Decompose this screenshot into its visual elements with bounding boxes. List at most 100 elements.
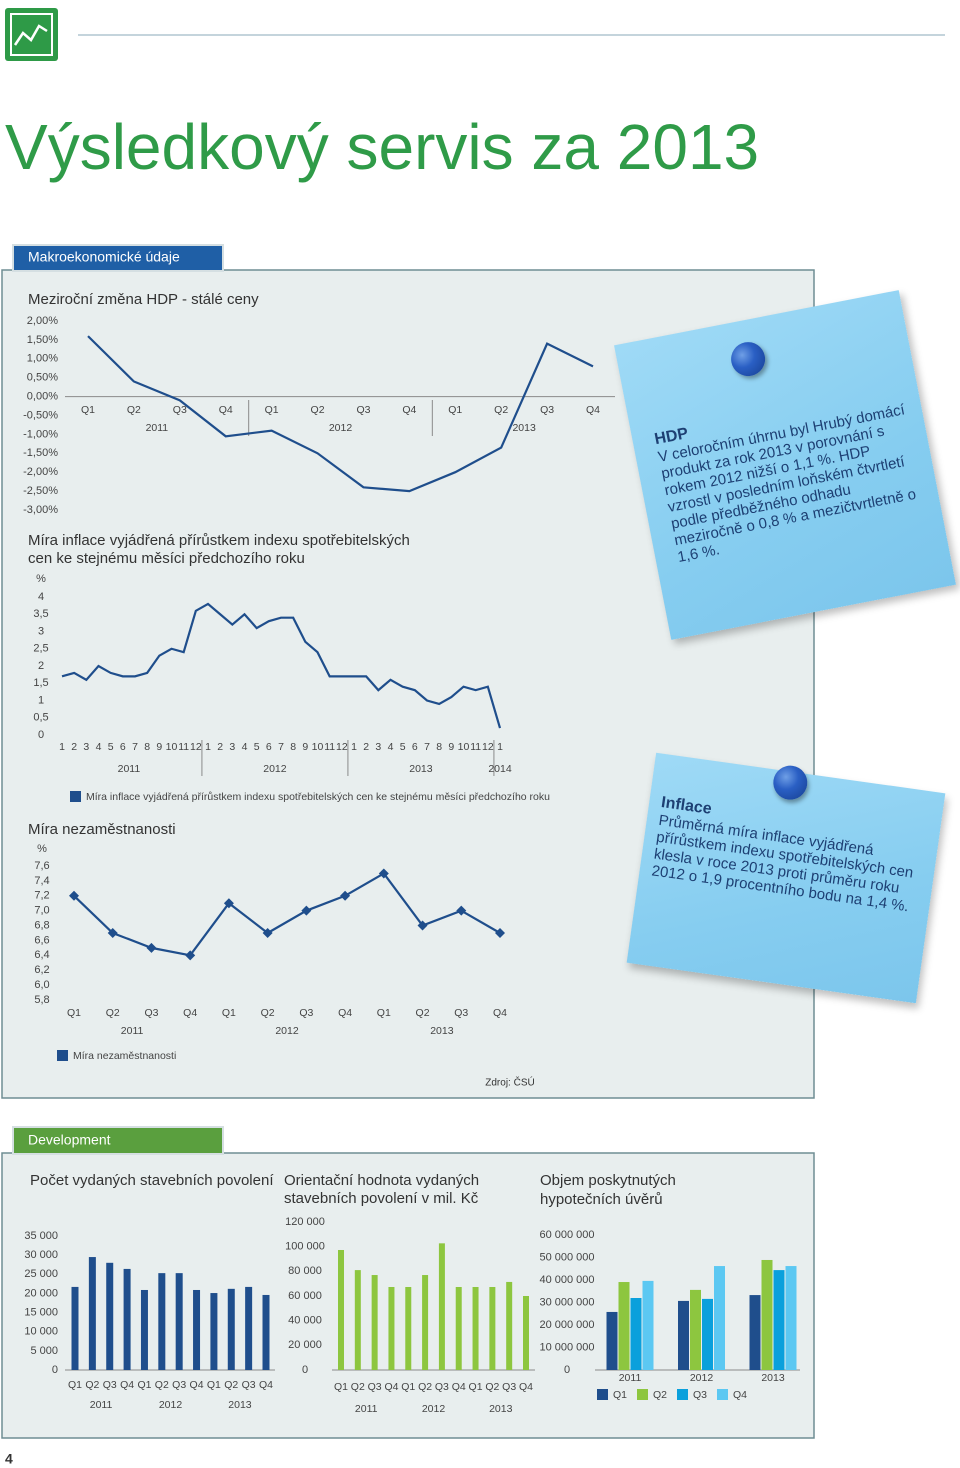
x-tick-label: Q1 [68,1379,82,1391]
x-tick-label: Q1 [469,1381,483,1393]
x-tick-label: Q1 [265,404,279,416]
x-tick-label: Q4 [586,404,600,416]
tab-label: Development [28,1132,111,1148]
tab-label: Makroekonomické údaje [28,249,180,265]
x-tick-label: 11 [324,741,335,753]
x-tick-label: Q4 [452,1381,466,1393]
y-tick-label: 2,00% [27,315,58,327]
y-axis-label: % [37,843,47,855]
x-tick-label: 1 [351,741,357,753]
bar [773,1270,785,1370]
data-marker [340,890,351,901]
x-tick-label: 6 [412,741,418,753]
x-tick-label: Q3 [356,404,370,416]
sticky-note: HDP V celoročním úhrnu byl Hrubý domácí … [614,290,956,640]
x-tick-label: Q3 [173,404,187,416]
y-tick-label: 6,6 [34,934,49,946]
x-tick-label: Q1 [67,1007,81,1019]
y-tick-label: 100 000 [285,1241,325,1253]
x-tick-label: 1 [205,741,211,753]
x-group-label: 2011 [118,763,141,775]
legend-swatch [717,1389,728,1400]
bar [262,1294,270,1370]
y-tick-label: 7,0 [34,905,49,917]
legend-swatch [597,1389,608,1400]
data-marker [69,890,79,901]
y-tick-label: 120 000 [285,1216,325,1228]
data-marker [417,920,428,931]
y-tick-label: 40 000 [288,1315,322,1327]
y-tick-label: 1,5 [33,677,48,689]
x-group-label: 2012 [275,1025,299,1037]
tab [14,1128,222,1153]
x-tick-label: Q3 [172,1379,186,1391]
legend-swatch [637,1389,648,1400]
x-tick-label: Q2 [485,1381,499,1393]
x-tick-label: 5 [108,741,114,753]
x-tick-label: Q3 [299,1007,313,1019]
bar [702,1298,713,1370]
bar [523,1296,529,1370]
y-tick-label: 15 000 [24,1306,58,1318]
data-marker [223,898,234,909]
bar [438,1243,445,1370]
x-tick-label: 8 [436,741,442,753]
x-tick-label: 11 [178,741,189,753]
x-tick-label: Q4 [338,1007,352,1019]
y-tick-label: 20 000 [24,1287,58,1299]
y-tick-label: 20 000 [288,1339,322,1351]
y-tick-label: 10 000 [24,1326,58,1338]
page-title: Výsledkový servis za 2013 [5,111,759,183]
x-tick-label: 12 [336,741,348,753]
y-tick-label: 30 000 000 [539,1296,594,1308]
bar [338,1249,344,1370]
y-tick-label: -3,00% [23,504,58,516]
x-group-label: 2013 [409,763,433,775]
x-tick-label: 3 [229,741,235,753]
y-tick-label: 6,8 [34,919,49,931]
bar [71,1286,79,1370]
x-tick-label: Q3 [368,1381,382,1393]
x-tick-label: 10 [458,741,470,753]
bar [678,1300,689,1370]
data-marker [185,950,196,961]
x-tick-label: 2 [363,741,369,753]
chart-title: Objem poskytnutých [540,1172,676,1189]
x-tick-label: Q3 [454,1007,468,1019]
chart-title: cen ke stejnému měsíci předchozího roku [28,550,305,567]
x-group-label: 2012 [263,763,287,775]
x-group-label: 2013 [489,1403,513,1415]
pin [728,339,769,380]
legend-swatch [70,791,81,802]
x-tick-label: Q1 [377,1007,391,1019]
y-tick-label: 60 000 [288,1290,322,1302]
legend-label: Q1 [613,1389,627,1401]
x-group-label: 2012 [422,1403,446,1415]
x-tick-label: 3 [375,741,381,753]
x-tick-label: Q1 [207,1379,221,1391]
x-tick-label: 8 [144,741,150,753]
legend-label: Q2 [653,1389,667,1401]
x-group-label: 2013 [228,1399,252,1411]
y-tick-label: 5 000 [30,1345,58,1357]
bar [140,1289,148,1370]
data-marker [301,905,312,916]
y-tick-label: 40 000 000 [539,1274,594,1286]
data-line [73,872,501,957]
bar [158,1273,166,1370]
x-tick-label: Q2 [224,1379,238,1391]
x-tick-label: 7 [132,741,138,753]
y-tick-label: -2,50% [23,485,58,497]
logo [5,8,58,61]
chart-title: Míra nezaměstnanosti [28,821,176,838]
x-tick-label: Q1 [81,404,95,416]
bar [405,1286,412,1370]
x-tick-label: 4 [96,741,102,753]
x-tick-label: Q1 [222,1007,236,1019]
x-tick-label: 2011 [619,1372,642,1384]
x-group-label: 2012 [329,422,353,434]
data-marker [456,905,467,916]
x-group-label: 2011 [90,1399,113,1411]
x-tick-label: Q4 [183,1007,197,1019]
x-tick-label: Q3 [435,1381,449,1393]
